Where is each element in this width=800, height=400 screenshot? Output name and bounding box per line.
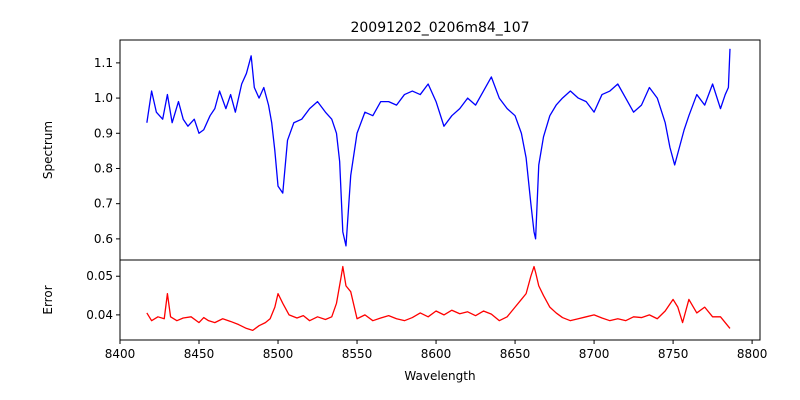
chart-title: 20091202_0206m84_107 bbox=[350, 20, 529, 36]
error-y-axis-label: Error bbox=[41, 285, 55, 314]
spectrum-y-tick-label: 0.6 bbox=[94, 232, 113, 246]
spectrum-y-tick-label: 1.1 bbox=[94, 56, 113, 70]
x-tick-label: 8800 bbox=[737, 347, 768, 361]
x-tick-label: 8500 bbox=[263, 347, 294, 361]
error-axes-frame bbox=[119, 259, 761, 341]
x-tick-label: 8600 bbox=[421, 347, 452, 361]
spectrum-y-tick-label: 0.8 bbox=[94, 161, 113, 175]
x-tick-label: 8400 bbox=[105, 347, 136, 361]
x-axis-label: Wavelength bbox=[404, 369, 475, 383]
spectrum-series-line bbox=[146, 48, 731, 247]
x-tick-label: 8450 bbox=[184, 347, 215, 361]
error-panel: 0.04 0.05 8400 8450 8500 8550 8600 8650 8700 8750… bbox=[41, 259, 768, 383]
x-tick-label: 8700 bbox=[579, 347, 610, 361]
error-y-tick-label: 0.05 bbox=[86, 269, 113, 283]
spectrum-y-tick-label: 0.9 bbox=[94, 126, 113, 140]
spectrum-y-tick-label: 1.0 bbox=[94, 91, 113, 105]
error-y-tick-label: 0.04 bbox=[86, 308, 113, 322]
x-tick-label: 8550 bbox=[342, 347, 373, 361]
x-tick-label: 8750 bbox=[658, 347, 689, 361]
spectrum-y-tick-label: 0.7 bbox=[94, 197, 113, 211]
spectrum-y-axis-label: Spectrum bbox=[41, 121, 55, 179]
x-tick-label: 8650 bbox=[500, 347, 531, 361]
error-series-line bbox=[146, 265, 731, 331]
